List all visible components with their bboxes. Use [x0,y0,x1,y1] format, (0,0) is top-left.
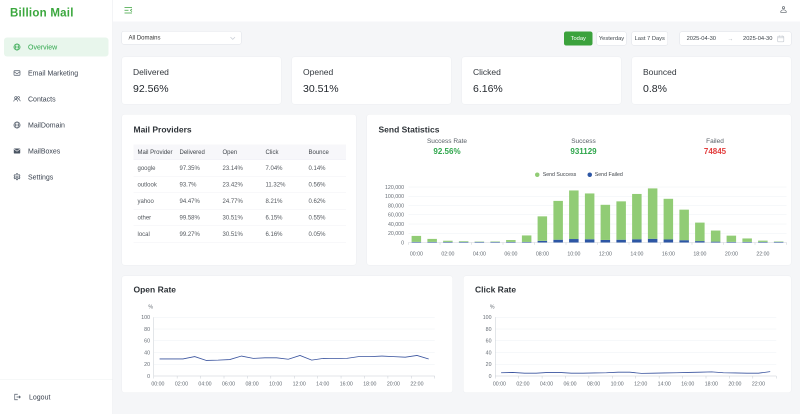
svg-text:02:00: 02:00 [175,382,188,388]
svg-text:0: 0 [401,240,404,246]
svg-text:0: 0 [147,374,150,380]
svg-text:02:00: 02:00 [441,252,454,258]
svg-text:18:00: 18:00 [693,252,706,258]
svg-text:20,000: 20,000 [388,231,404,237]
svg-text:14:00: 14:00 [630,252,643,258]
svg-text:60: 60 [144,339,150,345]
svg-text:06:00: 06:00 [222,382,235,388]
svg-text:20: 20 [144,362,150,368]
svg-text:14:00: 14:00 [316,382,329,388]
svg-text:16:00: 16:00 [340,382,353,388]
svg-text:00:00: 00:00 [410,252,423,258]
svg-text:12:00: 12:00 [634,382,647,388]
svg-text:80,000: 80,000 [388,203,404,209]
svg-text:20:00: 20:00 [387,382,400,388]
svg-text:10:00: 10:00 [611,382,624,388]
svg-text:06:00: 06:00 [504,252,517,258]
svg-text:10:00: 10:00 [269,382,282,388]
svg-text:08:00: 08:00 [536,252,549,258]
svg-text:16:00: 16:00 [681,382,694,388]
svg-text:%: % [148,305,153,311]
svg-text:20:00: 20:00 [728,382,741,388]
svg-text:06:00: 06:00 [563,382,576,388]
svg-text:08:00: 08:00 [587,382,600,388]
svg-text:18:00: 18:00 [363,382,376,388]
svg-text:0: 0 [489,374,492,380]
svg-text:100,000: 100,000 [385,194,404,200]
svg-text:16:00: 16:00 [662,252,675,258]
svg-text:%: % [490,305,495,311]
svg-text:20:00: 20:00 [725,252,738,258]
svg-text:100: 100 [483,315,492,321]
svg-text:20: 20 [486,362,492,368]
svg-text:22:00: 22:00 [756,252,769,258]
svg-text:04:00: 04:00 [198,382,211,388]
svg-text:40: 40 [486,350,492,356]
svg-text:02:00: 02:00 [516,382,529,388]
svg-text:22:00: 22:00 [752,382,765,388]
svg-text:120,000: 120,000 [385,185,404,191]
svg-text:60: 60 [486,339,492,345]
svg-text:14:00: 14:00 [658,382,671,388]
svg-text:100: 100 [141,315,150,321]
svg-text:40: 40 [144,350,150,356]
svg-text:80: 80 [144,327,150,333]
svg-text:10:00: 10:00 [567,252,580,258]
svg-text:40,000: 40,000 [388,222,404,228]
svg-text:22:00: 22:00 [410,382,423,388]
svg-text:80: 80 [486,327,492,333]
svg-text:12:00: 12:00 [293,382,306,388]
svg-text:00:00: 00:00 [493,382,506,388]
svg-text:12:00: 12:00 [599,252,612,258]
svg-text:04:00: 04:00 [540,382,553,388]
svg-text:18:00: 18:00 [705,382,718,388]
svg-text:08:00: 08:00 [246,382,259,388]
svg-text:00:00: 00:00 [151,382,164,388]
svg-text:60,000: 60,000 [388,213,404,219]
svg-text:04:00: 04:00 [473,252,486,258]
